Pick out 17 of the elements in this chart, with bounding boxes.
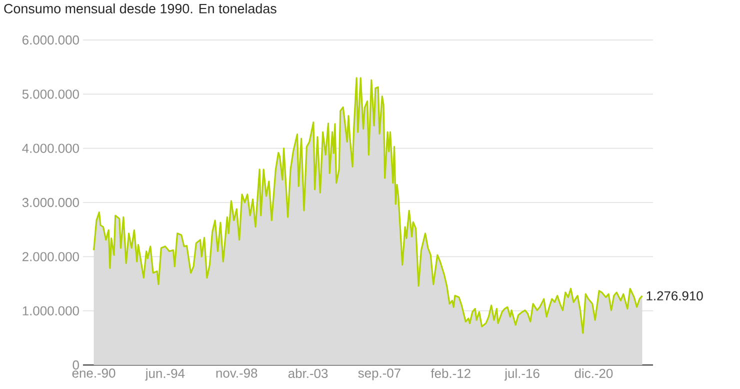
x-tick-label: abr.-03 (288, 368, 328, 378)
chart-title: Consumo mensual desde 1990. En toneladas (4, 4, 276, 14)
x-tick-label: jun.-94 (145, 368, 185, 381)
x-tick-label: nov.-98 (216, 368, 258, 378)
y-tick-label: 3.000.000 (22, 198, 79, 208)
y-tick-label: 5.000.000 (22, 90, 79, 99)
x-tick-label: ene.-90 (72, 368, 116, 378)
annotation: 1.276.910 (646, 291, 703, 300)
x-tick-label: dic.-20 (574, 368, 613, 378)
x-tick-label: sep.-07 (358, 368, 400, 380)
y-tick-label: 0 (72, 360, 79, 370)
x-tick-label: jul.-16 (504, 368, 540, 381)
x-tick-label: feb.-12 (430, 368, 470, 378)
y-tick-label: 4.000.000 (22, 144, 79, 153)
y-tick-label: 1.000.000 (22, 306, 79, 316)
y-tick-label: 6.000.000 (22, 35, 79, 45)
y-tick-label: 2.000.000 (22, 252, 79, 262)
